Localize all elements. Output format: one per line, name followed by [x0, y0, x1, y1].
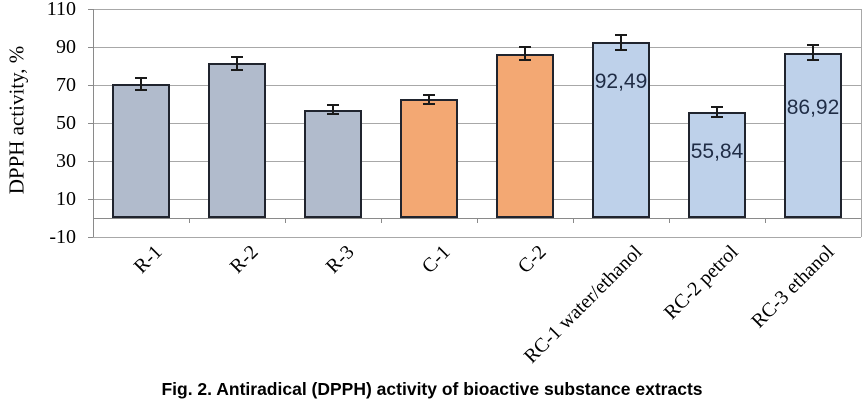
error-bar-cap-bottom — [327, 113, 339, 116]
error-bar — [524, 46, 526, 62]
bar-value-label: 86,92 — [786, 95, 840, 119]
y-axis-tick — [88, 237, 93, 238]
error-bar-cap-top — [135, 77, 147, 80]
error-bar — [716, 106, 718, 118]
bar-value-label: 55,84 — [690, 139, 744, 163]
gridline — [93, 47, 861, 48]
category-tick — [669, 218, 670, 223]
error-bar-cap-bottom — [615, 48, 627, 51]
error-bar — [620, 33, 622, 51]
error-bar-cap-top — [711, 106, 723, 109]
gridline — [93, 85, 861, 86]
bar-value-label: 92,49 — [594, 70, 648, 94]
y-tick-label: 50 — [56, 112, 76, 134]
y-tick-label: 10 — [56, 188, 76, 210]
error-bar-cap-top — [423, 93, 435, 96]
error-bar-cap-bottom — [231, 68, 243, 71]
y-tick-label: 110 — [46, 0, 76, 20]
error-bar — [236, 55, 238, 71]
y-axis-tick — [88, 85, 93, 86]
gridline — [93, 123, 861, 124]
gridline — [93, 199, 861, 200]
category-tick — [765, 218, 766, 223]
error-bar-cap-bottom — [519, 59, 531, 62]
gridline — [93, 237, 861, 238]
error-bar — [140, 77, 142, 91]
y-tick-label: 30 — [56, 150, 76, 172]
bar — [496, 53, 554, 218]
y-axis-tick — [88, 47, 93, 48]
y-axis-tick — [88, 123, 93, 124]
bar — [592, 42, 650, 218]
category-tick — [573, 218, 574, 223]
gridline — [93, 9, 861, 10]
y-tick-label: 70 — [56, 74, 76, 96]
bar — [784, 52, 842, 218]
error-bar — [812, 44, 814, 62]
error-bar-cap-top — [615, 33, 627, 36]
category-tick — [189, 218, 190, 223]
bar — [304, 109, 362, 218]
y-axis-tick — [88, 161, 93, 162]
y-axis-tick — [88, 9, 93, 10]
y-axis-tick — [88, 199, 93, 200]
error-bar-cap-top — [807, 44, 819, 47]
y-tick-label: -10 — [49, 226, 76, 248]
error-bar — [332, 104, 334, 116]
error-bar-cap-bottom — [135, 88, 147, 91]
y-tick-label: 90 — [56, 36, 76, 58]
gridline — [93, 161, 861, 162]
bar — [688, 111, 746, 218]
y-axis-line — [93, 9, 94, 237]
error-bar-cap-bottom — [423, 102, 435, 105]
bar — [112, 84, 170, 218]
error-bar-cap-bottom — [711, 115, 723, 118]
error-bar-cap-top — [519, 46, 531, 49]
figure-caption: Fig. 2. Antiradical (DPPH) activity of b… — [161, 379, 703, 399]
category-tick — [285, 218, 286, 223]
plot-right-border — [861, 9, 862, 237]
error-bar-cap-top — [231, 55, 243, 58]
category-tick — [381, 218, 382, 223]
error-bar-cap-top — [327, 104, 339, 106]
category-tick — [477, 218, 478, 223]
bar — [400, 99, 458, 218]
error-bar-cap-bottom — [807, 59, 819, 62]
error-bar — [428, 93, 430, 105]
bar — [208, 63, 266, 218]
